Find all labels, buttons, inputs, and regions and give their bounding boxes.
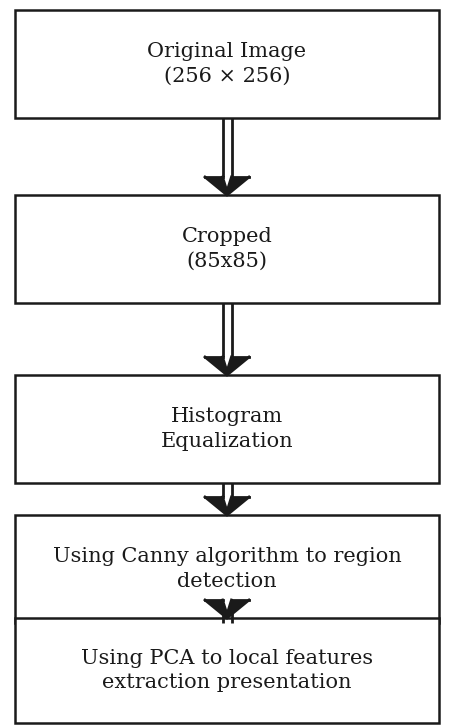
Polygon shape — [222, 357, 232, 371]
Text: Histogram
Equalization: Histogram Equalization — [161, 407, 293, 451]
Text: Using Canny algorithm to region
detection: Using Canny algorithm to region detectio… — [53, 547, 401, 591]
Bar — [15, 618, 439, 723]
Bar — [15, 375, 439, 483]
Polygon shape — [222, 497, 232, 511]
Bar — [15, 195, 439, 303]
Text: Original Image
(256 × 256): Original Image (256 × 256) — [148, 42, 306, 86]
Text: Cropped
(85x85): Cropped (85x85) — [182, 227, 272, 271]
Polygon shape — [205, 177, 249, 195]
Polygon shape — [205, 357, 249, 375]
Polygon shape — [222, 177, 232, 192]
Bar — [15, 10, 439, 118]
Bar — [15, 515, 439, 623]
Polygon shape — [205, 497, 249, 515]
Polygon shape — [205, 600, 249, 618]
Text: Using PCA to local features
extraction presentation: Using PCA to local features extraction p… — [81, 648, 373, 693]
Polygon shape — [222, 600, 232, 614]
